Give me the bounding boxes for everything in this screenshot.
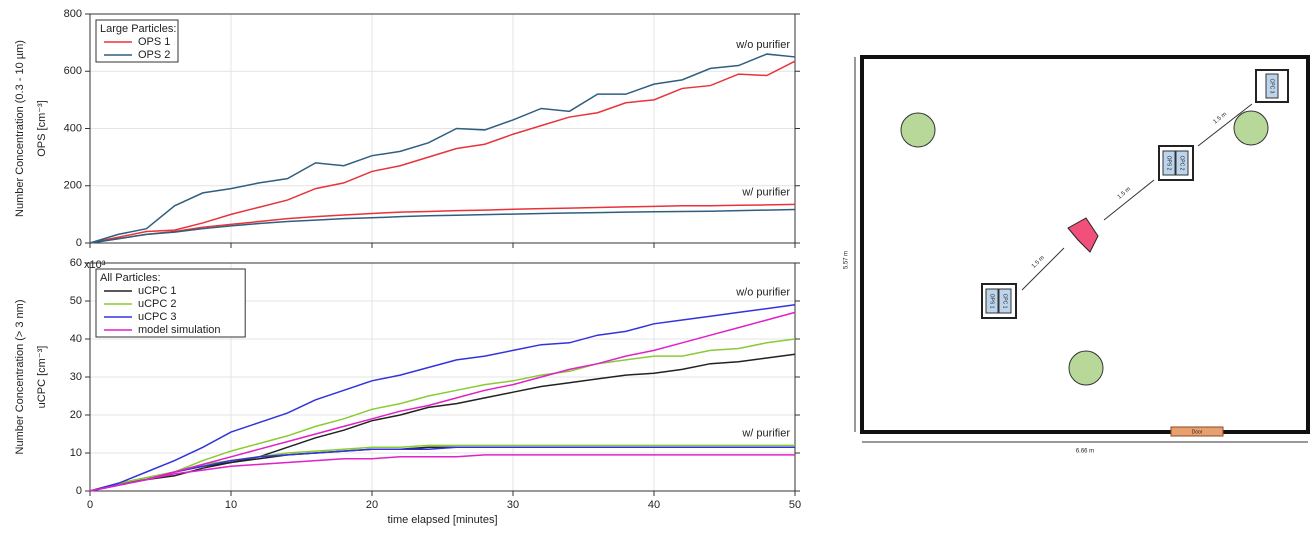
y-tick-label: 800 — [64, 8, 82, 20]
width-label: 6.66 m — [1076, 449, 1094, 455]
legend-label: OPS 1 — [138, 36, 170, 48]
series-line — [89, 208, 796, 244]
y-tick-label: 10 — [70, 447, 82, 459]
series-line — [89, 60, 796, 244]
y-tick-label: 40 — [70, 333, 82, 345]
legend-label: OPS 2 — [138, 49, 170, 61]
y-tick-label: 400 — [64, 122, 82, 134]
legend-label: uCPC 3 — [138, 311, 177, 323]
height-label: 5.57 m — [844, 251, 850, 269]
arrows — [1021, 103, 1253, 291]
x-tick-label: 20 — [366, 499, 378, 511]
distance-label: 1.5 m — [1213, 111, 1229, 125]
series-line — [89, 311, 796, 492]
x-tick-label: 30 — [507, 499, 519, 511]
plant — [1068, 350, 1104, 386]
instrument — [1265, 73, 1279, 99]
legend-label: model simulation — [138, 324, 221, 336]
arrow — [1197, 103, 1253, 147]
door-label: Door — [1192, 429, 1203, 435]
plant — [1233, 110, 1269, 146]
series-line — [89, 304, 796, 492]
plot-frame — [89, 13, 796, 244]
room-wall — [860, 55, 1310, 434]
y-tick-label: 50 — [70, 295, 82, 307]
arrow — [1103, 179, 1155, 221]
y-tick-label: 60 — [70, 257, 82, 269]
legend-box — [95, 268, 246, 338]
instrument — [998, 288, 1012, 314]
room-diagram: 5.57 m 6.66 m Door OPS 1 CPC 1 OPS 2 CPC… — [844, 55, 1310, 455]
y-tick-label: 20 — [70, 409, 82, 421]
x-tick-label: 0 — [87, 499, 93, 511]
y-tick-label: 200 — [64, 180, 82, 192]
annotation: w/ purifier — [741, 427, 790, 439]
instrument — [1175, 150, 1189, 176]
purifier — [1067, 217, 1099, 253]
series-line — [89, 53, 796, 244]
instrument-label: CPC 2 — [1179, 156, 1185, 171]
annotation: w/ purifier — [741, 186, 790, 198]
instrument-label: CPC 1 — [1002, 294, 1008, 309]
x-axis-label: time elapsed [minutes] — [387, 514, 497, 526]
x-tick-label: 50 — [789, 499, 801, 511]
plot-frame — [89, 262, 796, 492]
y-tick-label: 0 — [76, 237, 82, 249]
instrument — [985, 288, 999, 314]
y-tick-label: 600 — [64, 65, 82, 77]
arrow — [1021, 247, 1065, 291]
series-line — [89, 446, 795, 492]
x-tick-label: 40 — [648, 499, 660, 511]
y-axis-label: OPS [cm⁻³] — [36, 100, 48, 157]
distance-label: 1.5 m — [1117, 186, 1132, 200]
instrument-label: CPC 3 — [1269, 79, 1275, 94]
y-tick-label: 0 — [76, 485, 82, 497]
series-line — [89, 454, 795, 492]
legend-title: All Particles: — [100, 272, 161, 284]
instrument — [1162, 150, 1176, 176]
instrument-label: OPS 2 — [1166, 156, 1172, 171]
instrument-label: OPS 1 — [989, 294, 995, 309]
distance-label: 1.5 m — [1031, 255, 1046, 270]
y-axis-label: Number Concentration (0.3 - 10 µm) — [14, 40, 26, 217]
y-axis-label: uCPC [cm⁻³] — [36, 346, 48, 409]
series-line — [89, 338, 796, 492]
annotation: w/o purifier — [735, 39, 790, 51]
door — [1170, 426, 1224, 437]
x-tick-label: 10 — [225, 499, 237, 511]
annotation: w/o purifier — [735, 287, 790, 299]
y-tick-label: 30 — [70, 371, 82, 383]
legend-title: Large Particles: — [100, 23, 176, 35]
y-axis-label: Number Concentration (> 3 nm) — [14, 300, 26, 455]
legend-label: uCPC 2 — [138, 298, 177, 310]
series-line — [89, 203, 796, 244]
plant — [900, 112, 936, 148]
y-multiplier: x10³ — [84, 259, 106, 271]
legend-label: uCPC 1 — [138, 285, 177, 297]
series-line — [89, 446, 795, 492]
series-line — [89, 353, 796, 492]
